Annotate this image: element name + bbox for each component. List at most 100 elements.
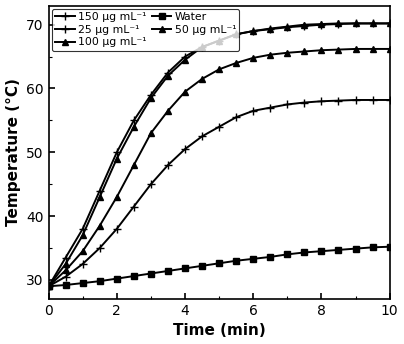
50 μg mL⁻¹ xyxy=(166,109,170,113)
50 μg mL⁻¹ xyxy=(46,284,51,288)
25 μg mL⁻¹ xyxy=(131,204,136,208)
Line: 25 μg mL⁻¹: 25 μg mL⁻¹ xyxy=(44,96,394,290)
25 μg mL⁻¹ xyxy=(114,227,119,231)
150 μg mL⁻¹ xyxy=(46,284,51,288)
150 μg mL⁻¹ xyxy=(302,24,307,28)
Line: 100 μg mL⁻¹: 100 μg mL⁻¹ xyxy=(45,20,393,290)
Legend: 150 μg mL⁻¹, 25 μg mL⁻¹, 100 μg mL⁻¹, Water, 50 μg mL⁻¹: 150 μg mL⁻¹, 25 μg mL⁻¹, 100 μg mL⁻¹, Wa… xyxy=(52,9,239,51)
Line: 150 μg mL⁻¹: 150 μg mL⁻¹ xyxy=(44,19,394,290)
50 μg mL⁻¹ xyxy=(114,195,119,199)
Line: 50 μg mL⁻¹: 50 μg mL⁻¹ xyxy=(45,45,393,290)
Water xyxy=(46,284,51,288)
Water xyxy=(80,281,85,285)
100 μg mL⁻¹ xyxy=(149,96,154,100)
150 μg mL⁻¹ xyxy=(131,118,136,122)
25 μg mL⁻¹ xyxy=(46,284,51,288)
Water xyxy=(268,255,273,259)
25 μg mL⁻¹ xyxy=(149,182,154,186)
Water xyxy=(387,245,392,249)
50 μg mL⁻¹ xyxy=(97,224,102,228)
Water xyxy=(319,249,324,253)
50 μg mL⁻¹ xyxy=(268,53,273,57)
100 μg mL⁻¹ xyxy=(302,23,307,27)
100 μg mL⁻¹ xyxy=(387,21,392,25)
50 μg mL⁻¹ xyxy=(302,50,307,54)
Water xyxy=(217,261,221,265)
25 μg mL⁻¹ xyxy=(268,106,273,110)
50 μg mL⁻¹ xyxy=(285,51,290,55)
150 μg mL⁻¹ xyxy=(336,22,341,26)
Water xyxy=(166,269,170,273)
50 μg mL⁻¹ xyxy=(131,163,136,167)
Water xyxy=(131,274,136,278)
25 μg mL⁻¹ xyxy=(97,246,102,250)
100 μg mL⁻¹ xyxy=(217,39,221,43)
Water xyxy=(114,277,119,281)
100 μg mL⁻¹ xyxy=(336,21,341,25)
25 μg mL⁻¹ xyxy=(200,134,204,138)
Water xyxy=(63,283,68,287)
150 μg mL⁻¹ xyxy=(217,39,221,43)
100 μg mL⁻¹ xyxy=(251,29,256,33)
150 μg mL⁻¹ xyxy=(183,55,187,59)
100 μg mL⁻¹ xyxy=(131,125,136,129)
Water xyxy=(183,266,187,270)
100 μg mL⁻¹ xyxy=(114,157,119,161)
50 μg mL⁻¹ xyxy=(251,56,256,60)
50 μg mL⁻¹ xyxy=(336,47,341,52)
50 μg mL⁻¹ xyxy=(200,77,204,81)
25 μg mL⁻¹ xyxy=(336,98,341,103)
100 μg mL⁻¹ xyxy=(268,26,273,31)
50 μg mL⁻¹ xyxy=(63,268,68,272)
25 μg mL⁻¹ xyxy=(251,109,256,113)
Water xyxy=(234,259,239,263)
25 μg mL⁻¹ xyxy=(63,275,68,279)
25 μg mL⁻¹ xyxy=(217,125,221,129)
150 μg mL⁻¹ xyxy=(319,23,324,27)
50 μg mL⁻¹ xyxy=(149,131,154,135)
50 μg mL⁻¹ xyxy=(183,90,187,94)
Water xyxy=(149,271,154,276)
Water xyxy=(251,257,256,261)
25 μg mL⁻¹ xyxy=(234,115,239,119)
X-axis label: Time (min): Time (min) xyxy=(173,323,265,338)
25 μg mL⁻¹ xyxy=(285,103,290,107)
50 μg mL⁻¹ xyxy=(234,61,239,65)
150 μg mL⁻¹ xyxy=(114,150,119,154)
25 μg mL⁻¹ xyxy=(370,98,375,102)
150 μg mL⁻¹ xyxy=(251,29,256,33)
150 μg mL⁻¹ xyxy=(149,93,154,97)
150 μg mL⁻¹ xyxy=(268,27,273,31)
Y-axis label: Temperature (°C): Temperature (°C) xyxy=(6,78,21,226)
50 μg mL⁻¹ xyxy=(370,47,375,51)
50 μg mL⁻¹ xyxy=(353,47,358,51)
100 μg mL⁻¹ xyxy=(183,58,187,62)
100 μg mL⁻¹ xyxy=(63,262,68,266)
150 μg mL⁻¹ xyxy=(370,21,375,25)
150 μg mL⁻¹ xyxy=(387,21,392,25)
100 μg mL⁻¹ xyxy=(80,233,85,237)
150 μg mL⁻¹ xyxy=(353,21,358,25)
Water xyxy=(285,252,290,256)
25 μg mL⁻¹ xyxy=(183,147,187,151)
100 μg mL⁻¹ xyxy=(166,74,170,78)
150 μg mL⁻¹ xyxy=(97,189,102,193)
Water xyxy=(370,245,375,249)
Water xyxy=(302,250,307,255)
100 μg mL⁻¹ xyxy=(46,284,51,288)
25 μg mL⁻¹ xyxy=(387,98,392,102)
150 μg mL⁻¹ xyxy=(80,227,85,231)
150 μg mL⁻¹ xyxy=(200,45,204,49)
150 μg mL⁻¹ xyxy=(234,32,239,36)
150 μg mL⁻¹ xyxy=(63,256,68,260)
Water xyxy=(200,264,204,268)
100 μg mL⁻¹ xyxy=(234,32,239,36)
Water xyxy=(97,279,102,283)
25 μg mL⁻¹ xyxy=(319,99,324,103)
25 μg mL⁻¹ xyxy=(302,100,307,105)
50 μg mL⁻¹ xyxy=(387,47,392,51)
50 μg mL⁻¹ xyxy=(217,67,221,72)
100 μg mL⁻¹ xyxy=(200,45,204,49)
100 μg mL⁻¹ xyxy=(370,21,375,25)
150 μg mL⁻¹ xyxy=(285,25,290,29)
